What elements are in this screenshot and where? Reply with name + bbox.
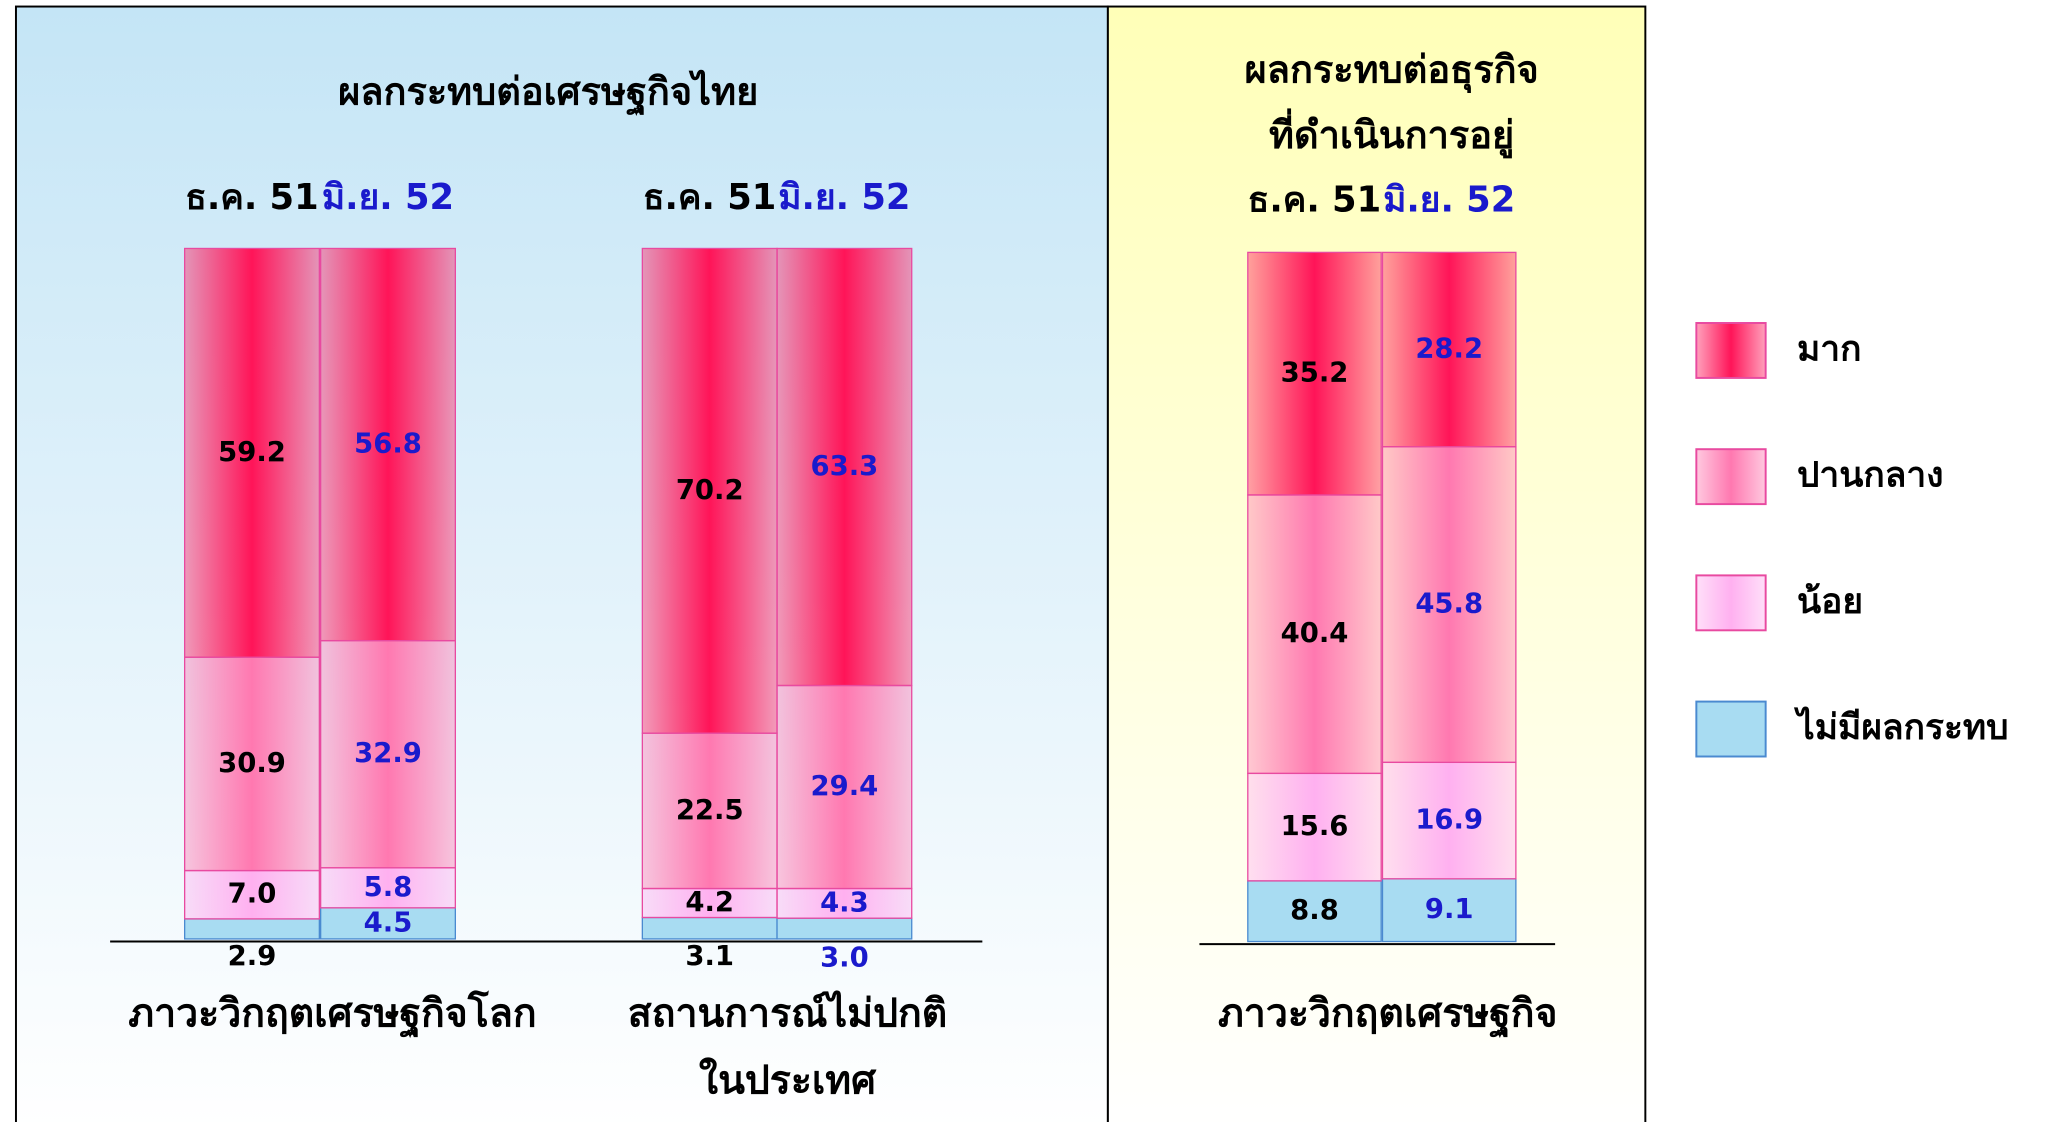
bar-segment [1381,761,1517,880]
x-axis-label: ภาวะวิกฤตเศรษฐกิจโลก [128,990,536,1039]
data-label: 16.9 [1415,805,1483,836]
bar-segment [776,887,913,919]
bar-segment [1247,494,1382,775]
data-label: 32.9 [354,738,422,769]
bar-segment [1247,251,1382,496]
category-label: ธ.ค. 51 [185,177,318,218]
legend-swatch [1695,700,1767,758]
data-label: 45.8 [1415,589,1483,620]
category-label: มิ.ย. 52 [322,177,454,218]
bar-segment [641,732,778,890]
x-axis-label: ในประเทศ [699,1057,877,1103]
data-label: 22.5 [676,795,744,826]
x-axis-label: ภาวะวิกฤตเศรษฐกิจ [1218,992,1558,1039]
data-label: 56.8 [354,429,422,460]
category-label: ธ.ค. 51 [643,177,776,218]
legend-swatch [1695,448,1767,506]
legend-label: น้อย [1797,581,1863,622]
panel [14,5,1109,1122]
data-label: 7.0 [228,879,277,910]
data-label: 8.8 [1290,895,1339,926]
data-label: 40.4 [1281,618,1349,649]
x-axis-label: สถานการณ์ไม่ปกติ [628,990,947,1037]
bar-segment [641,916,778,940]
legend-label: ปานกลาง [1797,455,1943,496]
bar-segment [641,887,778,919]
data-label: 4.3 [820,887,869,918]
data-label: 29.4 [811,771,879,802]
bar-segment [1381,446,1517,764]
data-label: 5.8 [364,872,413,903]
bar-segment [320,867,457,909]
bar-segment [1247,772,1382,882]
data-label: 70.2 [676,475,744,506]
bar-segment [776,247,913,687]
legend-swatch [1695,322,1767,379]
data-label: 3.1 [685,941,734,972]
data-label: 63.3 [811,451,879,482]
category-label: ธ.ค. 51 [1248,179,1381,220]
bar-segment [776,684,913,890]
chart-title: ที่ดำเนินการอยู่ [1269,108,1514,159]
legend-swatch [1695,574,1767,632]
data-label: 28.2 [1415,334,1483,365]
data-label: 4.5 [364,907,413,938]
bar-segment [320,247,457,642]
bar-segment [320,639,457,869]
bar-segment [184,869,321,920]
bar-segment [184,656,321,872]
data-label: 59.2 [218,437,286,468]
data-label: 2.9 [228,941,277,972]
bar-segment [776,917,913,940]
legend-label: มาก [1797,328,1861,369]
data-label: 4.2 [685,887,734,918]
chart-title: ผลกระทบต่อเศรษฐกิจไทย [338,70,758,117]
legend-label: ไม่มีผลกระทบ [1793,706,2009,748]
bar-segment [641,247,778,734]
category-label: มิ.ย. 52 [1383,179,1515,220]
bar-segment [184,247,321,658]
chart-title: ผลกระทบต่อธุรกิจ [1245,47,1539,93]
bar-segment [184,918,321,940]
bar-segment [1381,251,1517,448]
data-label: 30.9 [218,748,286,779]
data-label: 35.2 [1281,358,1349,389]
data-label: 3.0 [820,943,869,974]
bar-segment [1247,880,1382,943]
data-label: 9.1 [1425,894,1474,925]
data-label: 15.6 [1281,811,1349,842]
category-label: มิ.ย. 52 [778,177,910,218]
